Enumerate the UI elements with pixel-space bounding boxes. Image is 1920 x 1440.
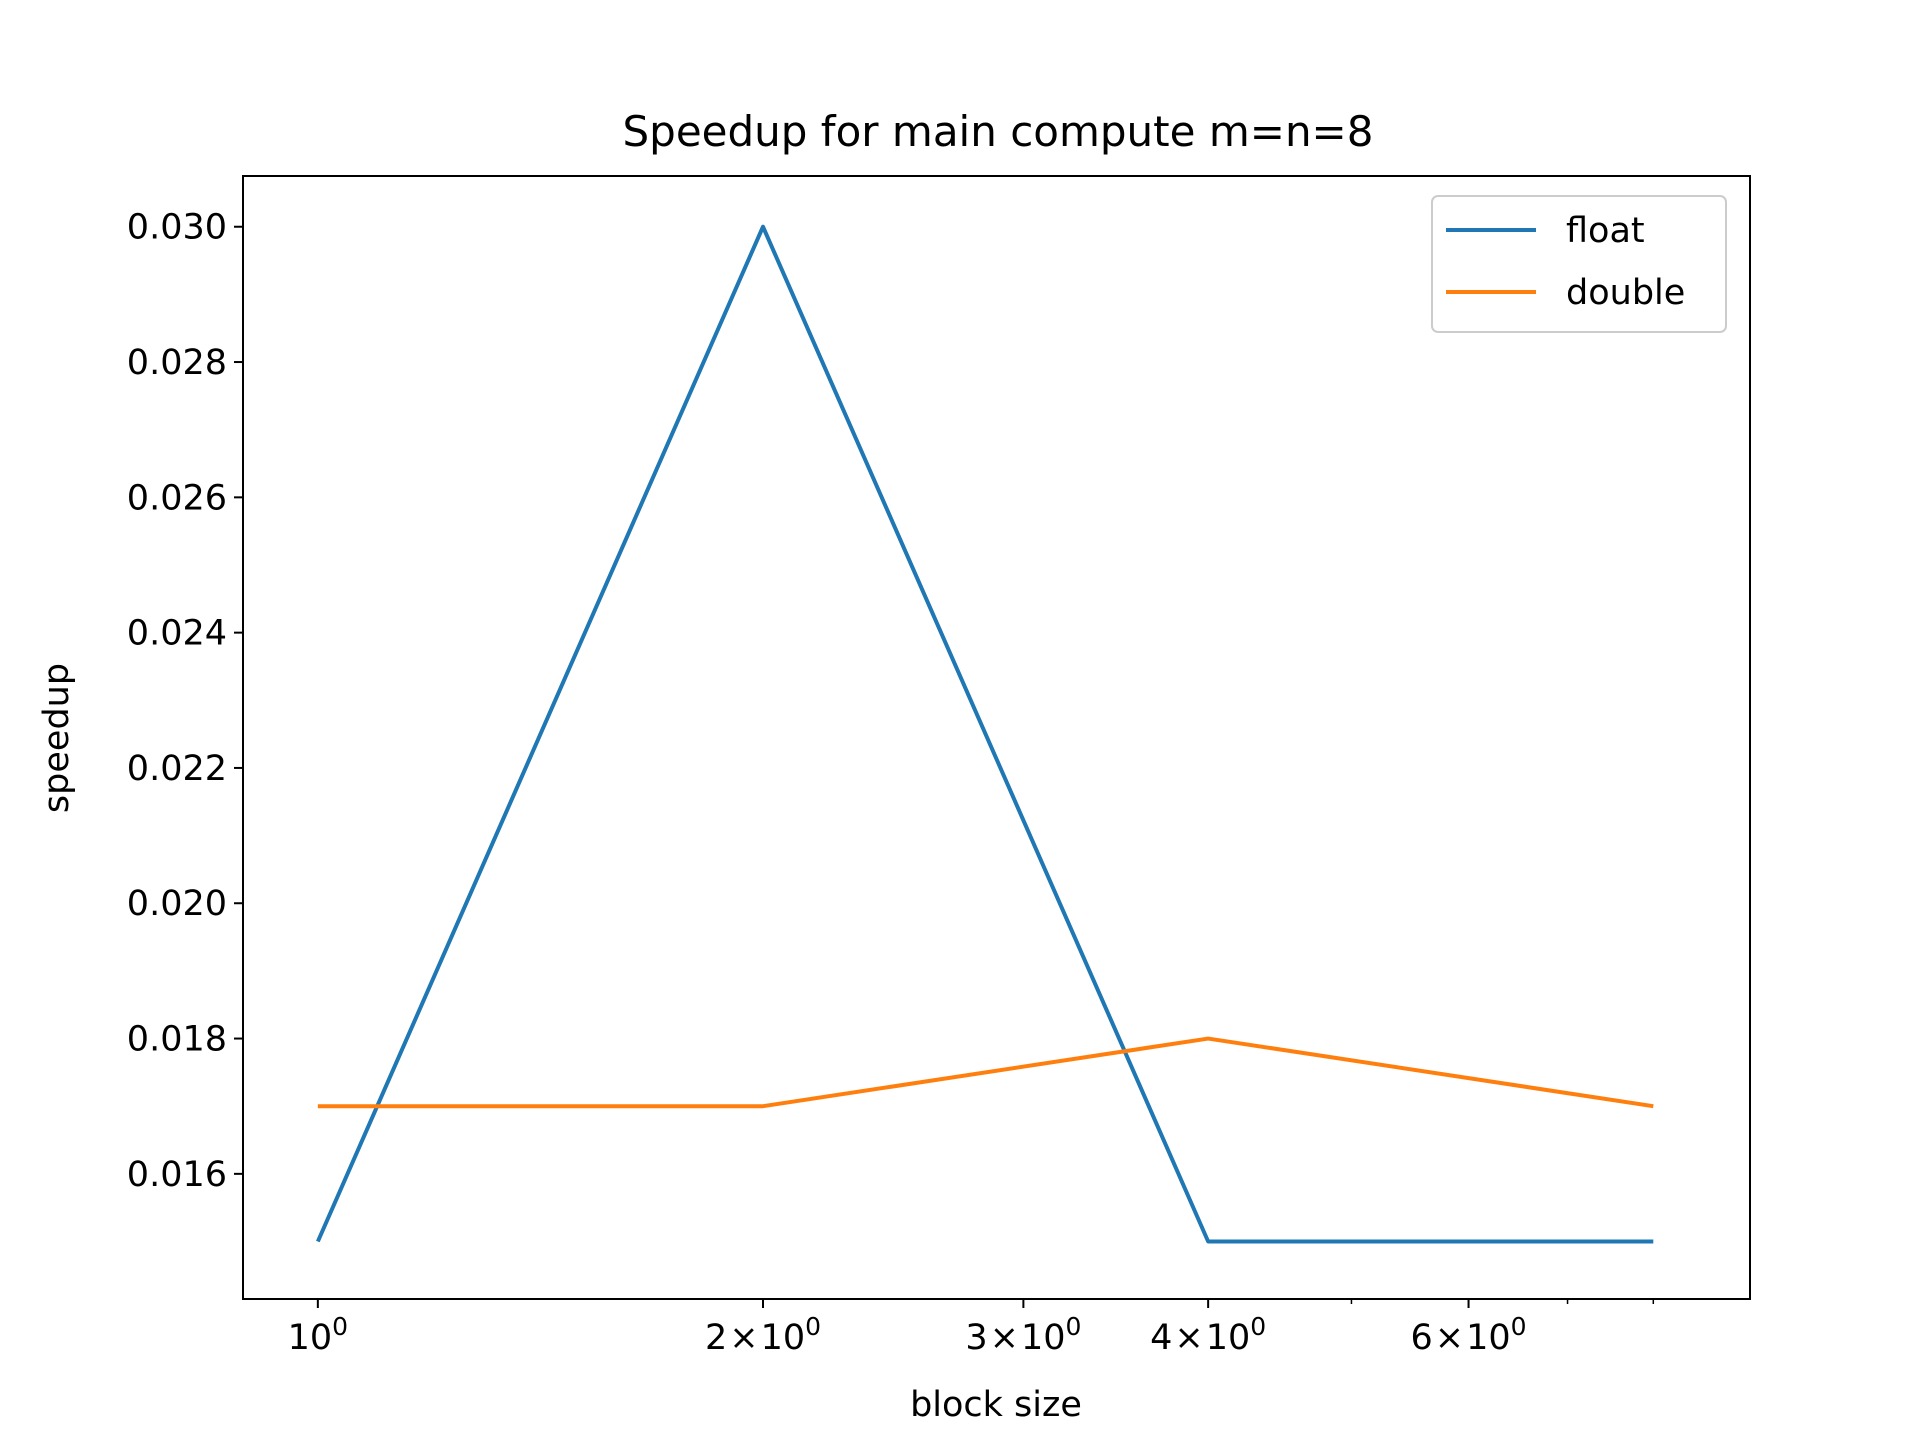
- y-tick-label: 0.024: [127, 614, 227, 654]
- y-tick-label: 0.020: [127, 884, 227, 924]
- x-tick-label: 3×100: [965, 1312, 1081, 1358]
- plot-area: [316, 224, 1654, 1244]
- x-tick-label: 4×100: [1150, 1312, 1266, 1358]
- x-tick-label: 2×100: [705, 1312, 821, 1358]
- series-line-double: [317, 1036, 1654, 1109]
- y-tick-label: 0.018: [127, 1020, 227, 1060]
- legend-label-float: float: [1566, 211, 1645, 251]
- series-line-float: [316, 224, 1654, 1244]
- x-tick-label: 100: [288, 1312, 348, 1358]
- y-tick-label: 0.026: [127, 478, 227, 518]
- axis-ticks: 0.016 0.018 0.020 0.022 0.024 0.026 0.028 0.030…: [127, 208, 1655, 1358]
- x-tick-label: 6×100: [1411, 1312, 1527, 1358]
- legend: float double: [1431, 195, 1727, 333]
- y-tick-label: 0.028: [127, 343, 227, 383]
- y-tick-label: 0.030: [127, 208, 227, 248]
- chart-title: Speedup for main compute m=n=8: [623, 107, 1374, 156]
- y-tick-label: 0.016: [127, 1155, 227, 1195]
- x-axis-label: block size: [910, 1385, 1082, 1425]
- axes-frame: [242, 175, 1751, 1300]
- y-tick-label: 0.022: [127, 749, 227, 789]
- legend-label-double: double: [1566, 273, 1685, 313]
- y-axis-label: speedup: [37, 663, 77, 813]
